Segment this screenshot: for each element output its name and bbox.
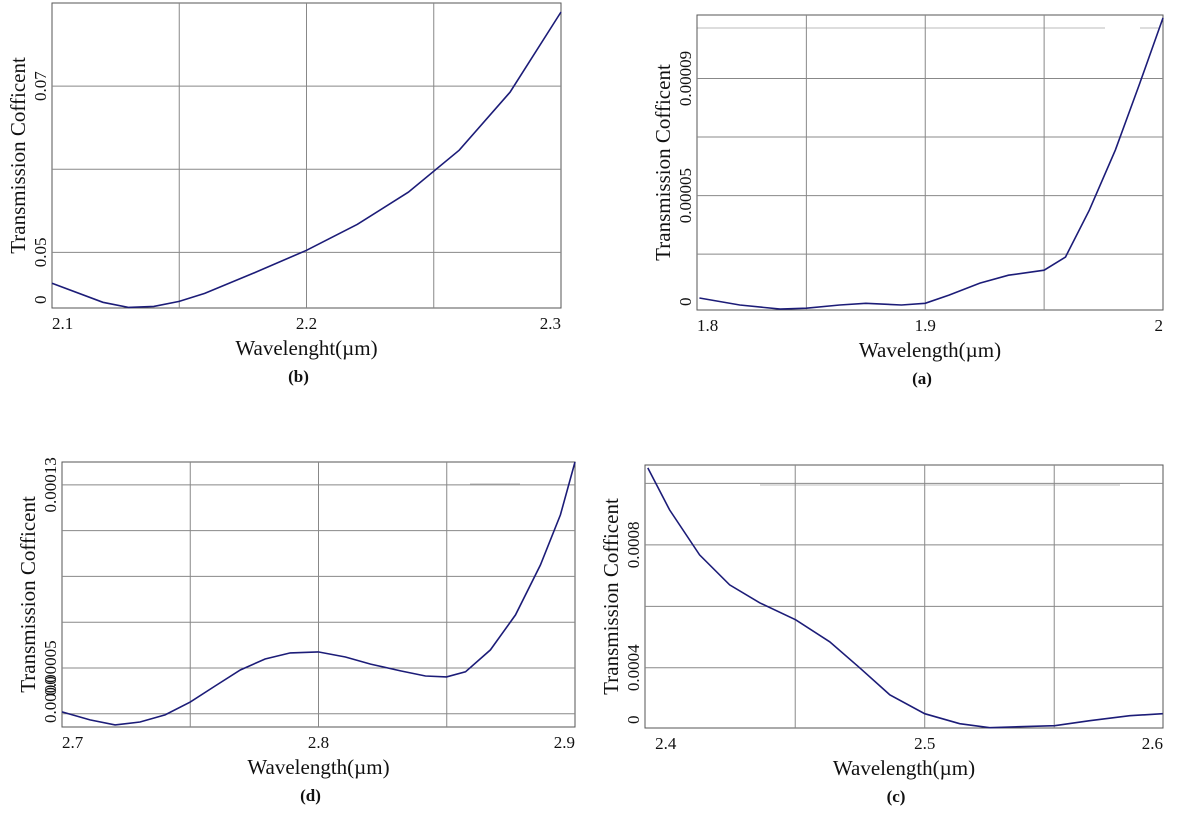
y-axis-title: Transmission Cofficent [16,496,40,693]
y-tick-label: 0.00005 [676,168,695,223]
x-tick-label: 2.5 [914,734,935,753]
y-tick-label: 0.05 [31,237,50,267]
x-tick-label: 2.7 [62,733,84,752]
curve [647,467,1163,729]
x-axis-title: Wavelength(µm) [247,755,389,779]
curve [61,461,576,726]
x-axis-title: Wavelength(µm) [833,756,975,780]
panel-label: (c) [887,787,906,806]
x-tick-label: 1.9 [915,316,936,335]
y-tick-label: 0.00013 [41,457,60,512]
y-min-label: 0.0000 [41,676,60,723]
y-min-label: 0 [676,298,695,307]
y-min-label: 0 [624,716,643,725]
y-tick-label: 0.0004 [624,644,643,691]
curve [51,11,562,309]
x-tick-label: 2.4 [655,734,677,753]
y-axis-title: Transmission Cofficent [6,57,30,254]
x-tick-label: 2.2 [296,314,317,333]
x-axis-title: Wavelength(µm) [859,338,1001,362]
panel-label: (d) [300,786,321,805]
y-axis-title: Transmission Cofficent [599,498,623,695]
x-tick-label: 2.3 [540,314,561,333]
x-tick-label: 2.8 [308,733,329,752]
x-tick-label: 2 [1155,316,1164,335]
plot-frame [644,464,1164,729]
y-min-label: 0 [31,296,50,305]
panel-label: (a) [912,369,932,388]
x-tick-label: 2.1 [52,314,73,333]
y-axis-title: Transmission Cofficent [651,64,675,261]
x-tick-label: 1.8 [697,316,718,335]
y-tick-label: 0.0008 [624,522,643,569]
y-tick-label: 0.00009 [676,51,695,106]
y-tick-label: 0.07 [31,71,50,101]
x-axis-title: Wavelenght(µm) [235,336,377,360]
curve [699,17,1164,310]
x-tick-label: 2.9 [554,733,575,752]
x-tick-label: 2.6 [1142,734,1163,753]
y-tick-label: 0.00005 [41,640,60,695]
plot-frame [696,14,1164,311]
panel-label: (b) [288,367,309,386]
